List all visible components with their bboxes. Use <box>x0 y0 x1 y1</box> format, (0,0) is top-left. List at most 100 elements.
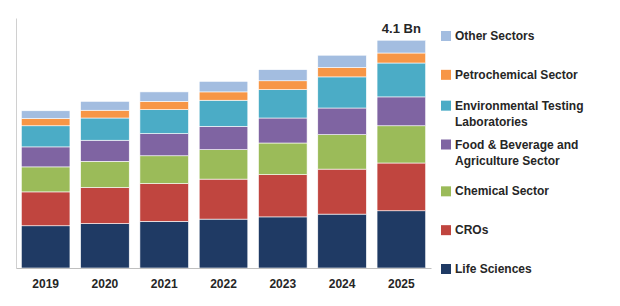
bar <box>377 63 426 97</box>
bar <box>318 135 367 169</box>
legend-label-line: Petrochemical Sector <box>455 68 578 82</box>
bar <box>258 175 307 217</box>
legend-label-line: Laboratories <box>455 115 528 129</box>
x-tick-label: 2021 <box>151 277 178 291</box>
x-tick: 2023 <box>269 268 296 291</box>
legend-label-line: Chemical Sector <box>455 184 549 198</box>
bar <box>258 217 307 268</box>
legend-label-line: Life Sciences <box>455 262 532 276</box>
legend-swatch <box>441 264 451 274</box>
legend-label-line: Food & Beverage and <box>455 138 578 152</box>
bar <box>140 101 189 109</box>
x-tick-label: 2019 <box>32 277 59 291</box>
bar <box>140 134 189 156</box>
bar <box>199 100 248 126</box>
legend-label-line: Other Sectors <box>455 29 535 43</box>
bar <box>199 179 248 219</box>
bar <box>318 77 367 108</box>
bar <box>81 118 130 140</box>
x-tick: 2020 <box>92 268 119 291</box>
legend-item: Chemical Sector <box>441 184 549 198</box>
bar <box>377 53 426 63</box>
bar <box>81 110 130 118</box>
legend-item: Environmental Testing Laboratories <box>441 99 583 129</box>
legend-label: Petrochemical Sector <box>455 68 578 82</box>
bar <box>21 226 70 268</box>
bar <box>199 150 248 179</box>
x-tick-label: 2022 <box>210 277 237 291</box>
x-tick: 2022 <box>210 268 237 291</box>
bar <box>318 55 367 67</box>
bar <box>377 126 426 163</box>
bar <box>81 140 130 161</box>
legend-item: CROs <box>441 223 489 237</box>
bar <box>140 221 189 268</box>
bar <box>318 108 367 135</box>
bar <box>199 81 248 92</box>
legend-swatch <box>441 140 451 150</box>
bars <box>21 40 425 268</box>
legend-item: Food & Beverage and Agriculture Sector <box>441 138 578 168</box>
x-axis-line <box>17 268 432 269</box>
bar <box>21 111 70 119</box>
bar <box>21 167 70 192</box>
bar <box>258 118 307 143</box>
legend-label-line: CROs <box>455 223 489 237</box>
bar <box>140 156 189 184</box>
bar <box>258 143 307 175</box>
legend-item: Other Sectors <box>441 29 535 43</box>
x-tick-label: 2023 <box>269 277 296 291</box>
bar <box>81 161 130 187</box>
legend-swatch <box>441 225 451 235</box>
bar <box>258 81 307 90</box>
legend-label: CROs <box>455 223 489 237</box>
x-tick: 2021 <box>151 268 178 291</box>
bar <box>140 110 189 134</box>
legend-label-line: Agriculture Sector <box>455 154 560 168</box>
bar <box>81 101 130 110</box>
legend-swatch <box>441 70 451 80</box>
x-tick-label: 2024 <box>329 277 356 291</box>
x-tick: 2019 <box>32 268 59 291</box>
series-bars <box>21 53 425 126</box>
y-axis-line <box>16 19 17 269</box>
bar <box>318 67 367 76</box>
legend-label: Life Sciences <box>455 262 532 276</box>
bar <box>21 192 70 226</box>
legend-label: Environmental Testing Laboratories <box>455 99 583 129</box>
bar <box>81 224 130 268</box>
legend-swatch <box>441 186 451 196</box>
x-tick: 2025 <box>388 268 415 291</box>
bar <box>258 70 307 81</box>
bar <box>377 40 426 53</box>
legend-label: Other Sectors <box>455 29 535 43</box>
legend-label: Food & Beverage and Agriculture Sector <box>455 138 578 168</box>
bar <box>21 119 70 126</box>
legend-item: Petrochemical Sector <box>441 68 578 82</box>
bar <box>199 219 248 268</box>
series-bars <box>21 40 425 118</box>
legend-swatch <box>441 31 451 41</box>
bar <box>21 126 70 147</box>
x-tick-label: 2025 <box>388 277 415 291</box>
bar <box>318 169 367 214</box>
bar <box>377 97 426 126</box>
bar <box>377 163 426 211</box>
bar <box>377 211 426 268</box>
chart: 2019 2020 2021 2022 2023 2024 2025 4.1 Bn Other … <box>0 0 620 306</box>
legend-swatch <box>441 101 451 111</box>
annotation: 4.1 Bn <box>382 21 421 36</box>
bar <box>81 187 130 223</box>
x-tick: 2024 <box>329 268 356 291</box>
legend-item: Life Sciences <box>441 262 532 276</box>
legend-label: Chemical Sector <box>455 184 549 198</box>
bar <box>258 90 307 118</box>
x-tick-label: 2020 <box>92 277 119 291</box>
bar <box>140 184 189 222</box>
y-axis <box>16 19 17 269</box>
legend-label-line: Environmental Testing <box>455 99 583 113</box>
bar <box>140 92 189 101</box>
bar <box>199 92 248 100</box>
series-bars <box>21 63 425 147</box>
bar <box>21 147 70 167</box>
